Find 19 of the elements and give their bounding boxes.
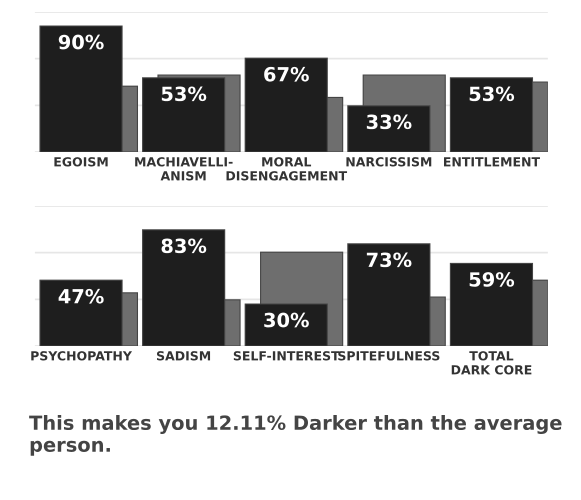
data-label: 67% — [264, 66, 309, 82]
x-tick-label: TOTAL DARK CORE — [452, 351, 532, 375]
x-tick-label: PSYCHOPATHY — [31, 351, 132, 361]
x-tick-label: SELF-INTEREST — [234, 351, 340, 361]
x-tick-label: EGOISM — [54, 157, 108, 167]
x-tick-label: SADISM — [156, 351, 210, 361]
data-label: 90% — [58, 34, 104, 50]
data-label: 30% — [264, 312, 309, 328]
x-tick-label: SPITEFULNESS — [338, 351, 440, 361]
data-label: 47% — [58, 288, 104, 304]
x-tick-label: ENTITLEMENT — [444, 157, 540, 166]
x-tick-label: NARCISSISM — [346, 157, 432, 167]
data-label: 53% — [162, 86, 206, 102]
text: This makes you 12.11% Darker than the average person. — [29, 415, 562, 456]
data-label: 73% — [366, 252, 412, 268]
data-label: 53% — [470, 86, 514, 102]
data-label: 59% — [470, 272, 514, 287]
data-label: 33% — [366, 114, 412, 130]
data-label: 83% — [162, 238, 206, 254]
